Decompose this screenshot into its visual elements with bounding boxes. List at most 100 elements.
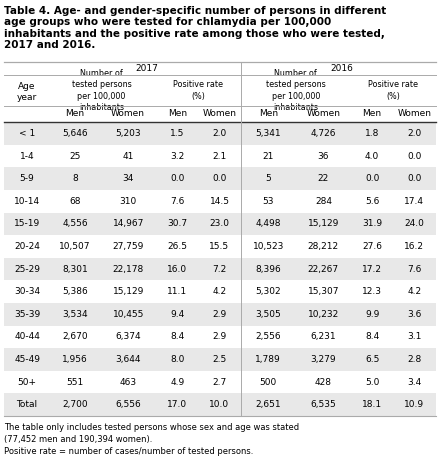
Text: 24.0: 24.0 xyxy=(404,219,425,228)
Text: 8.0: 8.0 xyxy=(170,355,184,364)
Text: 428: 428 xyxy=(315,377,332,386)
Text: 31.9: 31.9 xyxy=(362,219,382,228)
Text: 23.0: 23.0 xyxy=(209,219,230,228)
Text: Number of
tested persons
per 100,000
inhabitants: Number of tested persons per 100,000 inh… xyxy=(266,70,326,111)
Text: 14.5: 14.5 xyxy=(209,197,230,206)
Text: 463: 463 xyxy=(120,377,137,386)
Text: 3,644: 3,644 xyxy=(115,355,141,364)
Text: 10,232: 10,232 xyxy=(308,310,339,319)
Text: 1,956: 1,956 xyxy=(62,355,88,364)
Text: 6,374: 6,374 xyxy=(115,332,141,341)
Text: 2.5: 2.5 xyxy=(213,355,227,364)
Text: 5,646: 5,646 xyxy=(62,129,88,138)
Text: 0.0: 0.0 xyxy=(407,174,422,183)
Text: 1.5: 1.5 xyxy=(170,129,184,138)
Text: Women: Women xyxy=(397,110,432,118)
Text: Age
year: Age year xyxy=(17,82,37,102)
Text: 2,670: 2,670 xyxy=(62,332,88,341)
Text: 30-34: 30-34 xyxy=(14,287,40,296)
Text: Positive rate
(%): Positive rate (%) xyxy=(173,80,224,101)
Text: 9.4: 9.4 xyxy=(170,310,184,319)
Text: 15.5: 15.5 xyxy=(209,242,230,251)
Text: 5-9: 5-9 xyxy=(20,174,34,183)
Text: Men: Men xyxy=(168,110,187,118)
Text: 5,302: 5,302 xyxy=(255,287,281,296)
Text: 3,279: 3,279 xyxy=(311,355,336,364)
Text: 5: 5 xyxy=(265,174,271,183)
Text: 8,301: 8,301 xyxy=(62,265,88,274)
Text: 3.1: 3.1 xyxy=(407,332,422,341)
Text: 5,203: 5,203 xyxy=(115,129,141,138)
Text: 5.0: 5.0 xyxy=(365,377,379,386)
Text: 2.0: 2.0 xyxy=(407,129,422,138)
Text: 7.6: 7.6 xyxy=(170,197,184,206)
Text: 5,386: 5,386 xyxy=(62,287,88,296)
Text: 11.1: 11.1 xyxy=(167,287,187,296)
Text: 22,267: 22,267 xyxy=(308,265,339,274)
Text: 12.3: 12.3 xyxy=(362,287,382,296)
Text: 18.1: 18.1 xyxy=(362,400,382,409)
Text: 45-49: 45-49 xyxy=(14,355,40,364)
Text: 2.8: 2.8 xyxy=(407,355,422,364)
Text: 4.2: 4.2 xyxy=(213,287,227,296)
Text: 27.6: 27.6 xyxy=(362,242,382,251)
Text: 6,535: 6,535 xyxy=(311,400,336,409)
Text: 4,498: 4,498 xyxy=(256,219,281,228)
Text: 551: 551 xyxy=(66,377,84,386)
Text: 284: 284 xyxy=(315,197,332,206)
Text: 9.9: 9.9 xyxy=(365,310,379,319)
Text: 1,789: 1,789 xyxy=(255,355,281,364)
Text: 2.9: 2.9 xyxy=(213,310,227,319)
Text: 17.2: 17.2 xyxy=(362,265,382,274)
Text: 34: 34 xyxy=(122,174,134,183)
Text: 16.2: 16.2 xyxy=(404,242,425,251)
Text: 310: 310 xyxy=(120,197,137,206)
Text: 25-29: 25-29 xyxy=(14,265,40,274)
Text: 30.7: 30.7 xyxy=(167,219,187,228)
Text: 6,556: 6,556 xyxy=(115,400,141,409)
Text: Women: Women xyxy=(111,110,145,118)
Text: 0.0: 0.0 xyxy=(365,174,379,183)
Text: 500: 500 xyxy=(260,377,277,386)
Text: 3,505: 3,505 xyxy=(255,310,281,319)
Text: 15,129: 15,129 xyxy=(113,287,144,296)
Text: 2.0: 2.0 xyxy=(213,129,227,138)
Text: Men: Men xyxy=(259,110,278,118)
Text: 2.1: 2.1 xyxy=(213,152,227,161)
Text: 5.6: 5.6 xyxy=(365,197,379,206)
Text: 40-44: 40-44 xyxy=(14,332,40,341)
Text: 21: 21 xyxy=(263,152,274,161)
Text: < 1: < 1 xyxy=(19,129,35,138)
Text: 4.0: 4.0 xyxy=(365,152,379,161)
Text: 53: 53 xyxy=(263,197,274,206)
Text: 50+: 50+ xyxy=(18,377,37,386)
Text: 2,556: 2,556 xyxy=(255,332,281,341)
Text: 15,307: 15,307 xyxy=(308,287,339,296)
Text: 68: 68 xyxy=(70,197,81,206)
Text: Table 4. Age- and gender-specific number of persons in different
age groups who : Table 4. Age- and gender-specific number… xyxy=(4,6,387,50)
Text: 4.2: 4.2 xyxy=(407,287,422,296)
Text: 22,178: 22,178 xyxy=(113,265,144,274)
Text: 3.2: 3.2 xyxy=(170,152,184,161)
Text: 41: 41 xyxy=(122,152,134,161)
Text: 10,507: 10,507 xyxy=(59,242,91,251)
Text: 10,523: 10,523 xyxy=(253,242,284,251)
Text: 4.9: 4.9 xyxy=(170,377,184,386)
Text: 17.0: 17.0 xyxy=(167,400,187,409)
Text: 17.4: 17.4 xyxy=(404,197,425,206)
Text: The table only includes tested persons whose sex and age was stated
(77,452 men : The table only includes tested persons w… xyxy=(4,423,300,455)
Text: 27,759: 27,759 xyxy=(113,242,144,251)
Text: 4,556: 4,556 xyxy=(62,219,88,228)
Text: 10.0: 10.0 xyxy=(209,400,230,409)
Text: 15-19: 15-19 xyxy=(14,219,40,228)
Text: 3.4: 3.4 xyxy=(407,377,422,386)
Text: 4,726: 4,726 xyxy=(311,129,336,138)
Text: Number of
tested persons
per 100,000
inhabitants: Number of tested persons per 100,000 inh… xyxy=(72,70,132,111)
Text: 10.9: 10.9 xyxy=(404,400,425,409)
Text: 2016: 2016 xyxy=(330,64,353,73)
Text: 22: 22 xyxy=(318,174,329,183)
Text: 3.6: 3.6 xyxy=(407,310,422,319)
Text: 8.4: 8.4 xyxy=(365,332,379,341)
Text: 1-4: 1-4 xyxy=(20,152,34,161)
Text: 5,341: 5,341 xyxy=(255,129,281,138)
